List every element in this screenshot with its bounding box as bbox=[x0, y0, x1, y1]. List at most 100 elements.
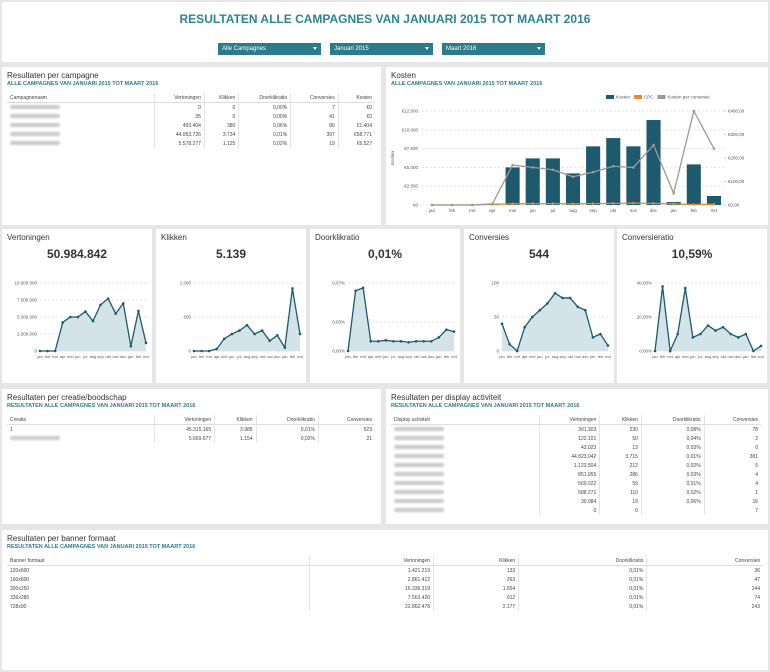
y2-tick-label: €300,00 bbox=[728, 132, 745, 137]
table-row: 301.303 230 0,08% 78 bbox=[391, 424, 761, 434]
table-cell: 569.022 bbox=[538, 479, 600, 488]
x-tick-label: jul bbox=[550, 208, 556, 213]
x-tick-label: dec bbox=[582, 354, 588, 359]
point bbox=[346, 349, 350, 353]
x-tick-label: mrt bbox=[206, 354, 213, 359]
blurred-name bbox=[10, 131, 60, 136]
point bbox=[530, 315, 534, 319]
kpi-value: 50.984.842 bbox=[46, 247, 108, 261]
filter-dropdown[interactable]: Alle Campagnes bbox=[218, 43, 321, 55]
point bbox=[744, 332, 748, 336]
table-cell: 0 bbox=[538, 506, 600, 515]
table-cell: 44.823.042 bbox=[538, 452, 600, 461]
table-cell: 0,02% bbox=[238, 139, 291, 148]
kpi-title: Klikken bbox=[161, 233, 187, 242]
filter-dropdown[interactable]: Maart 2016 bbox=[442, 43, 545, 55]
point bbox=[500, 322, 504, 326]
x-tick-label: mei bbox=[682, 354, 689, 359]
x-tick-label: mrt bbox=[605, 354, 612, 359]
x-tick-label: okt bbox=[259, 354, 265, 359]
column-header: Vertoningen bbox=[153, 93, 205, 103]
table-cell bbox=[7, 139, 154, 148]
data-table: Campagnenaam Vertoningen Klikken Doorklikra… bbox=[7, 93, 375, 148]
legend-label: CPC bbox=[644, 95, 654, 100]
x-tick-label: dec bbox=[650, 208, 658, 213]
point bbox=[450, 203, 454, 207]
point bbox=[53, 349, 57, 353]
x-tick-label: okt bbox=[720, 354, 726, 359]
table-row: 1.123.504 212 0,02% 5 bbox=[391, 461, 761, 470]
point bbox=[354, 289, 357, 293]
legend-swatch bbox=[657, 95, 666, 99]
table-cell: 50 bbox=[599, 434, 642, 443]
x-tick-label: mrt bbox=[667, 354, 674, 359]
x-tick-label: mrt bbox=[711, 208, 718, 213]
table-cell: 133 bbox=[433, 565, 519, 575]
point bbox=[729, 332, 733, 336]
table-cell: €6.527 bbox=[337, 139, 375, 148]
table-cell: 243 bbox=[646, 602, 763, 611]
point bbox=[384, 339, 388, 342]
table-row: 5.669.677 1.154 0,02% 21 bbox=[7, 434, 375, 443]
table-cell: 122.101 bbox=[538, 434, 600, 443]
kpi-value: 10,59% bbox=[671, 247, 713, 261]
cost-chart: €0 €2.500 €5.000 €7.500 €10.000 €12.500 €0,00 €… bbox=[390, 95, 745, 214]
point bbox=[668, 349, 672, 353]
point bbox=[91, 319, 95, 323]
blurred-name bbox=[10, 435, 60, 440]
table-cell: 230 bbox=[599, 424, 642, 434]
point bbox=[712, 202, 716, 206]
point bbox=[653, 349, 657, 353]
point bbox=[76, 315, 80, 319]
table-cell: 22.862.478 bbox=[308, 602, 434, 611]
y-tick-label: 0,00% bbox=[639, 349, 652, 354]
point bbox=[445, 328, 448, 331]
x-tick-label: jan bbox=[742, 354, 748, 359]
x-tick-label: feb bbox=[199, 354, 205, 359]
x-tick-label: apr bbox=[522, 354, 528, 359]
y-tick-label: 1.000 bbox=[180, 281, 192, 286]
table-cell bbox=[7, 434, 154, 443]
table-cell bbox=[7, 103, 154, 113]
column-header: Klikken bbox=[203, 93, 239, 103]
table-cell: 59 bbox=[599, 479, 642, 488]
x-tick-label: jul bbox=[390, 354, 395, 359]
x-tick-label: jun bbox=[689, 354, 695, 359]
point bbox=[611, 164, 615, 168]
x-tick-label: jun bbox=[382, 354, 388, 359]
point bbox=[706, 324, 710, 327]
bar bbox=[706, 195, 721, 205]
table-cell: 912 bbox=[433, 593, 519, 602]
point bbox=[583, 308, 587, 312]
table-cell: 0,01% bbox=[518, 575, 647, 584]
point bbox=[399, 339, 403, 343]
chart-panel: Kosten ALLE CAMPAGNES VAN JANUARI 2015 T… bbox=[386, 67, 768, 225]
table-row: 569.022 59 0,01% 4 bbox=[391, 479, 761, 488]
x-tick-label: jul bbox=[544, 354, 549, 359]
x-tick-label: okt bbox=[413, 354, 419, 359]
table-cell: 19 bbox=[290, 139, 339, 148]
filter-dropdown[interactable]: Januari 2015 bbox=[330, 43, 433, 55]
y2-tick-label: €100,00 bbox=[728, 179, 745, 184]
table-cell: 1.125 bbox=[203, 139, 239, 148]
column-header: Kosten bbox=[337, 93, 375, 103]
point bbox=[291, 287, 294, 290]
header-row: Creatie Vertoningen Klikken Doorklikratio Co… bbox=[7, 415, 375, 425]
y-tick-label: 50 bbox=[494, 315, 500, 320]
table-cell: €0 bbox=[337, 102, 375, 112]
table-cell: 0,04% bbox=[640, 434, 705, 443]
point bbox=[591, 202, 595, 205]
x-tick-label: jan bbox=[498, 354, 504, 359]
table-cell: 78 bbox=[703, 424, 761, 434]
table-cell: 13 bbox=[599, 443, 642, 452]
table-cell: 16 bbox=[703, 497, 761, 506]
point bbox=[551, 168, 555, 172]
point bbox=[430, 203, 434, 207]
table-cell: 0,06% bbox=[238, 121, 291, 130]
table-cell: 0,02% bbox=[255, 434, 319, 443]
y2-tick-label: €0,00 bbox=[728, 203, 740, 208]
blurred-name bbox=[10, 122, 60, 127]
y2-tick-label: €400,00 bbox=[728, 109, 745, 114]
kpi-value: 5.139 bbox=[215, 247, 247, 261]
table-cell: 47 bbox=[646, 575, 763, 584]
